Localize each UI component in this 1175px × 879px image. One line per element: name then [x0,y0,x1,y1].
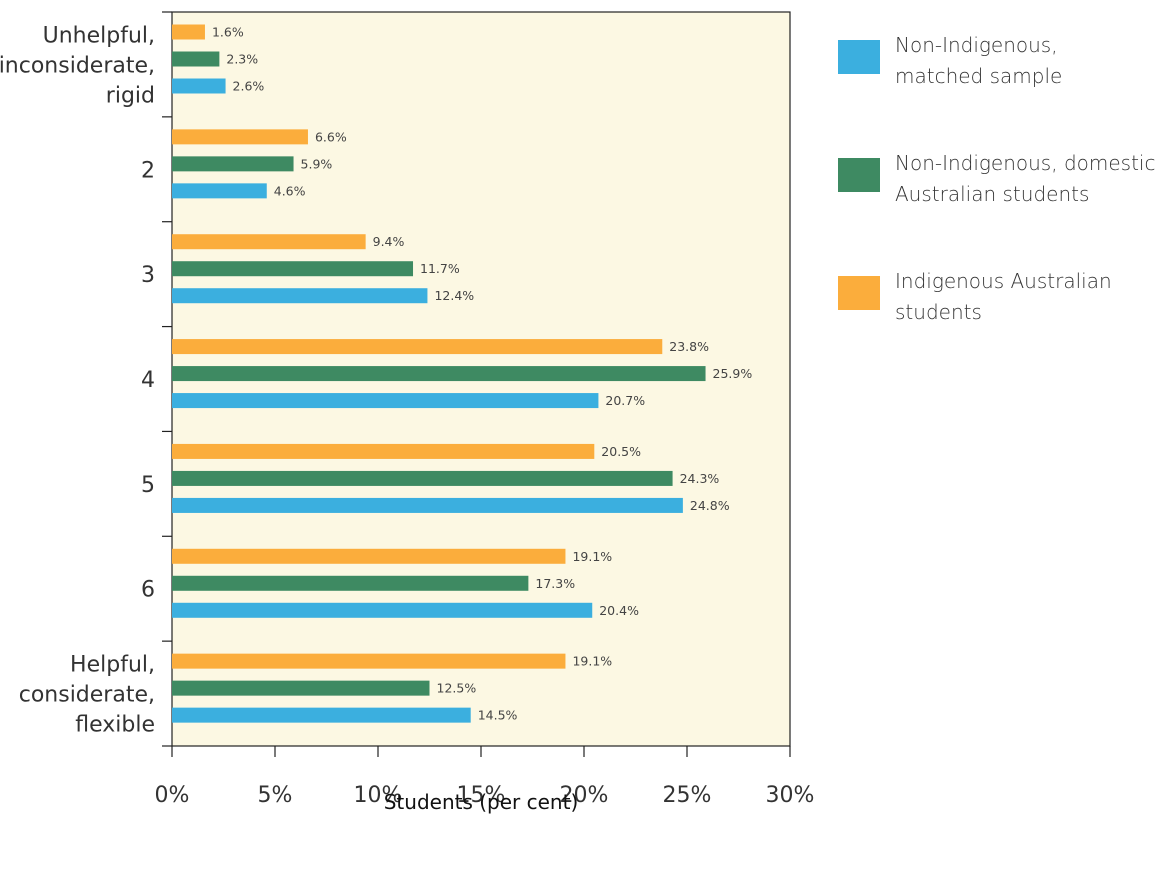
legend-label: Indigenous Australian students [895,269,1112,324]
bar [172,51,220,67]
bar-value-label: 19.1% [572,654,612,669]
bar-value-label: 24.8% [690,498,730,513]
bar [172,24,205,40]
bar-value-label: 4.6% [274,183,306,198]
bar [172,156,294,172]
bar [172,339,663,355]
x-axis-ticks [171,746,791,757]
bar-value-label: 20.4% [599,603,639,618]
bar [172,366,706,382]
bar-value-label: 19.1% [572,549,612,564]
y-tick-label: 4 [141,368,155,393]
bar-value-label: 12.4% [434,288,474,303]
x-tick-label: 0% [155,783,190,808]
bar [172,653,566,669]
x-tick-label: 5% [258,783,293,808]
bars-group [172,24,706,723]
legend-item-indigenous: Indigenous Australian students [838,266,1173,384]
legend-label: Non-Indigenous, domestic Australian stude… [895,151,1156,206]
bar-value-label: 17.3% [535,576,575,591]
bar-labels-group: 1.6% 2.3% 2.6% 6.6% 5.9% 4.6% 9.4% 11.7% 12.4% 23… [212,25,752,723]
bar [172,680,430,696]
y-tick-label: 6 [141,578,155,603]
y-tick-label: 2 [141,158,155,183]
x-axis-title: Students (per cent) [383,790,579,814]
legend-label: Non-Indigenous, matched sample [895,33,1063,88]
x-axis-labels: 0% 5% 10% 15% 20% 25% 30% [155,783,815,808]
bar-value-label: 20.5% [601,444,641,459]
x-tick-label: 30% [766,783,815,808]
bar [172,602,593,618]
bar [172,78,226,94]
bar-value-label: 20.7% [605,393,645,408]
legend: Non-Indigenous, matched sample Non-Indige… [838,30,1173,384]
bar-value-label: 14.5% [478,708,518,723]
bar-value-label: 23.8% [669,339,709,354]
bar [172,234,366,250]
bar [172,261,414,277]
bar-value-label: 11.7% [420,261,460,276]
bar [172,707,471,723]
legend-item-matched: Non-Indigenous, matched sample [838,30,1173,148]
bar-value-label: 1.6% [212,25,244,40]
y-tick-label: 5 [141,473,155,498]
y-tick-label: Unhelpful, inconsiderate, rigid [0,23,155,108]
y-axis-labels: Unhelpful, inconsiderate, rigid 2 3 4 5 6 Helpfu… [0,23,155,737]
bar [172,548,566,564]
bar-value-label: 12.5% [437,681,477,696]
x-tick-label: 15% [457,783,506,808]
legend-item-domestic: Non-Indigenous, domestic Australian stude… [838,148,1173,266]
bar [172,497,683,513]
bar [172,470,673,486]
bar [172,183,267,199]
x-tick-label: 10% [354,783,403,808]
bar [172,575,529,591]
x-tick-label: 25% [663,783,712,808]
bar-value-label: 5.9% [301,156,333,171]
bar-value-label: 9.4% [373,234,405,249]
legend-swatch [838,276,880,310]
bar-value-label: 25.9% [713,366,753,381]
y-tick-label: Helpful, considerate, flexible [19,653,155,738]
legend-swatch [838,158,880,192]
bar [172,129,308,145]
bar-value-label: 2.3% [226,52,258,67]
y-tick-label: 3 [141,263,155,288]
bar-value-label: 24.3% [680,471,720,486]
bar-value-label: 2.6% [233,79,265,94]
bar-value-label: 6.6% [315,129,347,144]
y-axis-ticks [162,11,172,747]
bar [172,443,595,459]
bar [172,288,428,304]
x-tick-label: 20% [560,783,609,808]
legend-swatch [838,40,880,74]
bar [172,393,599,409]
